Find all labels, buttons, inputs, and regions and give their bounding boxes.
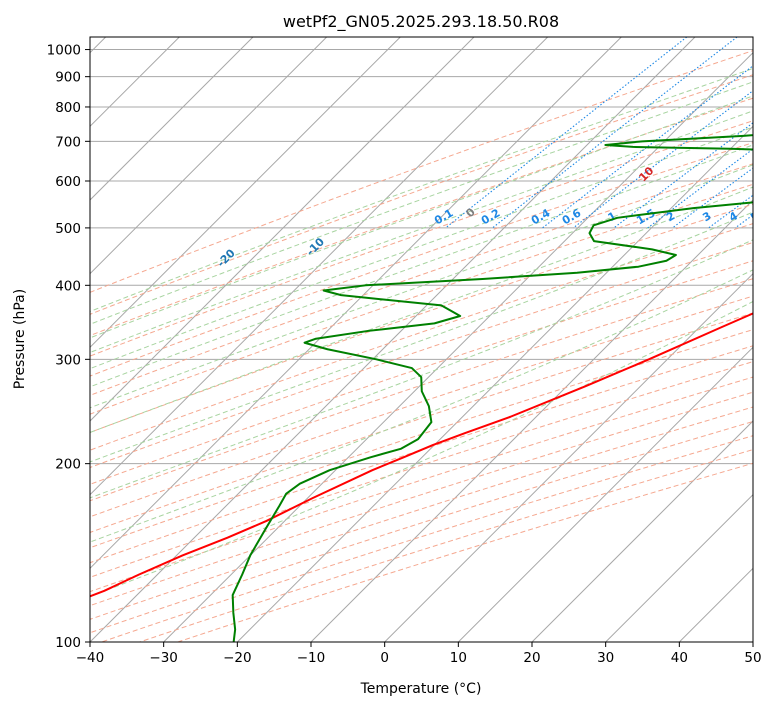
moist-adiabat-line <box>90 239 753 499</box>
moist-adiabat-line <box>90 186 753 433</box>
x-tick-label: 50 <box>744 650 761 666</box>
isotherm-line <box>457 346 753 642</box>
isotherm-line <box>90 37 328 275</box>
mixing-ratio-line <box>647 148 753 229</box>
x-tick-label: −10 <box>297 650 326 666</box>
isotherm-line <box>605 493 753 642</box>
dry-adiabat-line <box>90 376 753 593</box>
y-tick-label: 900 <box>55 70 81 86</box>
x-tick-label: −40 <box>76 650 105 666</box>
y-tick-label: 1000 <box>47 43 81 59</box>
x-tick-label: −30 <box>149 650 178 666</box>
y-tick-label: 700 <box>55 134 81 150</box>
isotherm-line <box>531 420 753 642</box>
isotherm-line <box>310 199 753 642</box>
dry-adiabat-line <box>90 241 753 469</box>
x-tick-label: 0 <box>380 650 389 666</box>
y-tick-label: 600 <box>55 174 81 190</box>
dry-adiabat-line <box>90 223 753 451</box>
y-tick-label: 200 <box>55 457 81 473</box>
dry-adiabat-line <box>90 142 753 377</box>
dry-adiabat-line <box>90 361 753 578</box>
plot-area: 0.10.20.40.611.523456810131620253036-100… <box>90 37 761 642</box>
moist-adiabat-line <box>90 81 753 325</box>
isotherm-line <box>90 37 401 349</box>
isotherm-line <box>236 125 753 642</box>
x-tick-label: −20 <box>223 650 252 666</box>
x-tick-label: 10 <box>450 650 467 666</box>
dry-adiabat-line <box>101 435 753 642</box>
isotherm-line <box>90 37 475 422</box>
mixing-ratio-line <box>445 37 688 229</box>
dry-adiabat-line <box>90 312 753 533</box>
moist-adiabat-line <box>90 144 753 388</box>
x-axis-label: Temperature (°C) <box>360 681 482 697</box>
isotherm-line <box>384 272 753 642</box>
temperature-profile-line <box>90 312 753 598</box>
moist-adiabat-line <box>90 67 753 313</box>
isotherm-line <box>90 37 696 642</box>
chart-title: wetPf2_GN05.2025.293.18.50.R08 <box>283 12 559 32</box>
mixing-ratio-line <box>708 194 753 229</box>
dry-adiabat-line <box>90 183 753 415</box>
mixing-ratio-line <box>572 90 753 229</box>
isotherm-line <box>90 37 549 496</box>
y-tick-label: 100 <box>55 635 81 651</box>
plot-frame <box>89 36 754 643</box>
isotherm-line <box>90 37 254 201</box>
dry-adiabat-line <box>90 345 753 564</box>
dry-adiabat-line <box>177 462 753 642</box>
x-tick-label: 30 <box>597 650 614 666</box>
dry-adiabat-line <box>139 449 753 642</box>
dry-adiabat-line <box>90 278 753 502</box>
y-tick-label: 800 <box>55 100 81 116</box>
isotherm-line <box>163 51 753 642</box>
mixing-ratio-line <box>492 37 738 229</box>
y-axis-label: Pressure (hPa) <box>12 289 28 389</box>
y-tick-label: 400 <box>55 278 81 294</box>
isotherm-line <box>90 37 622 570</box>
dry-adiabat-line <box>90 203 753 433</box>
moist-adiabat-line <box>90 211 753 463</box>
axes: −40 −30 −20 −10 0 10 20 30 40 50 1000 900 800 700 600 5… <box>47 36 762 666</box>
moist-adiabat-line <box>90 110 753 354</box>
y-tick-label: 300 <box>55 352 81 368</box>
x-tick-label: 40 <box>671 650 688 666</box>
x-tick-label: 20 <box>523 650 540 666</box>
dewpoint-profile-line <box>231 134 753 642</box>
dry-adiabat-line <box>90 329 753 549</box>
mixing-ratio-label: 5 <box>748 209 761 224</box>
y-tick-label: 500 <box>55 221 81 237</box>
